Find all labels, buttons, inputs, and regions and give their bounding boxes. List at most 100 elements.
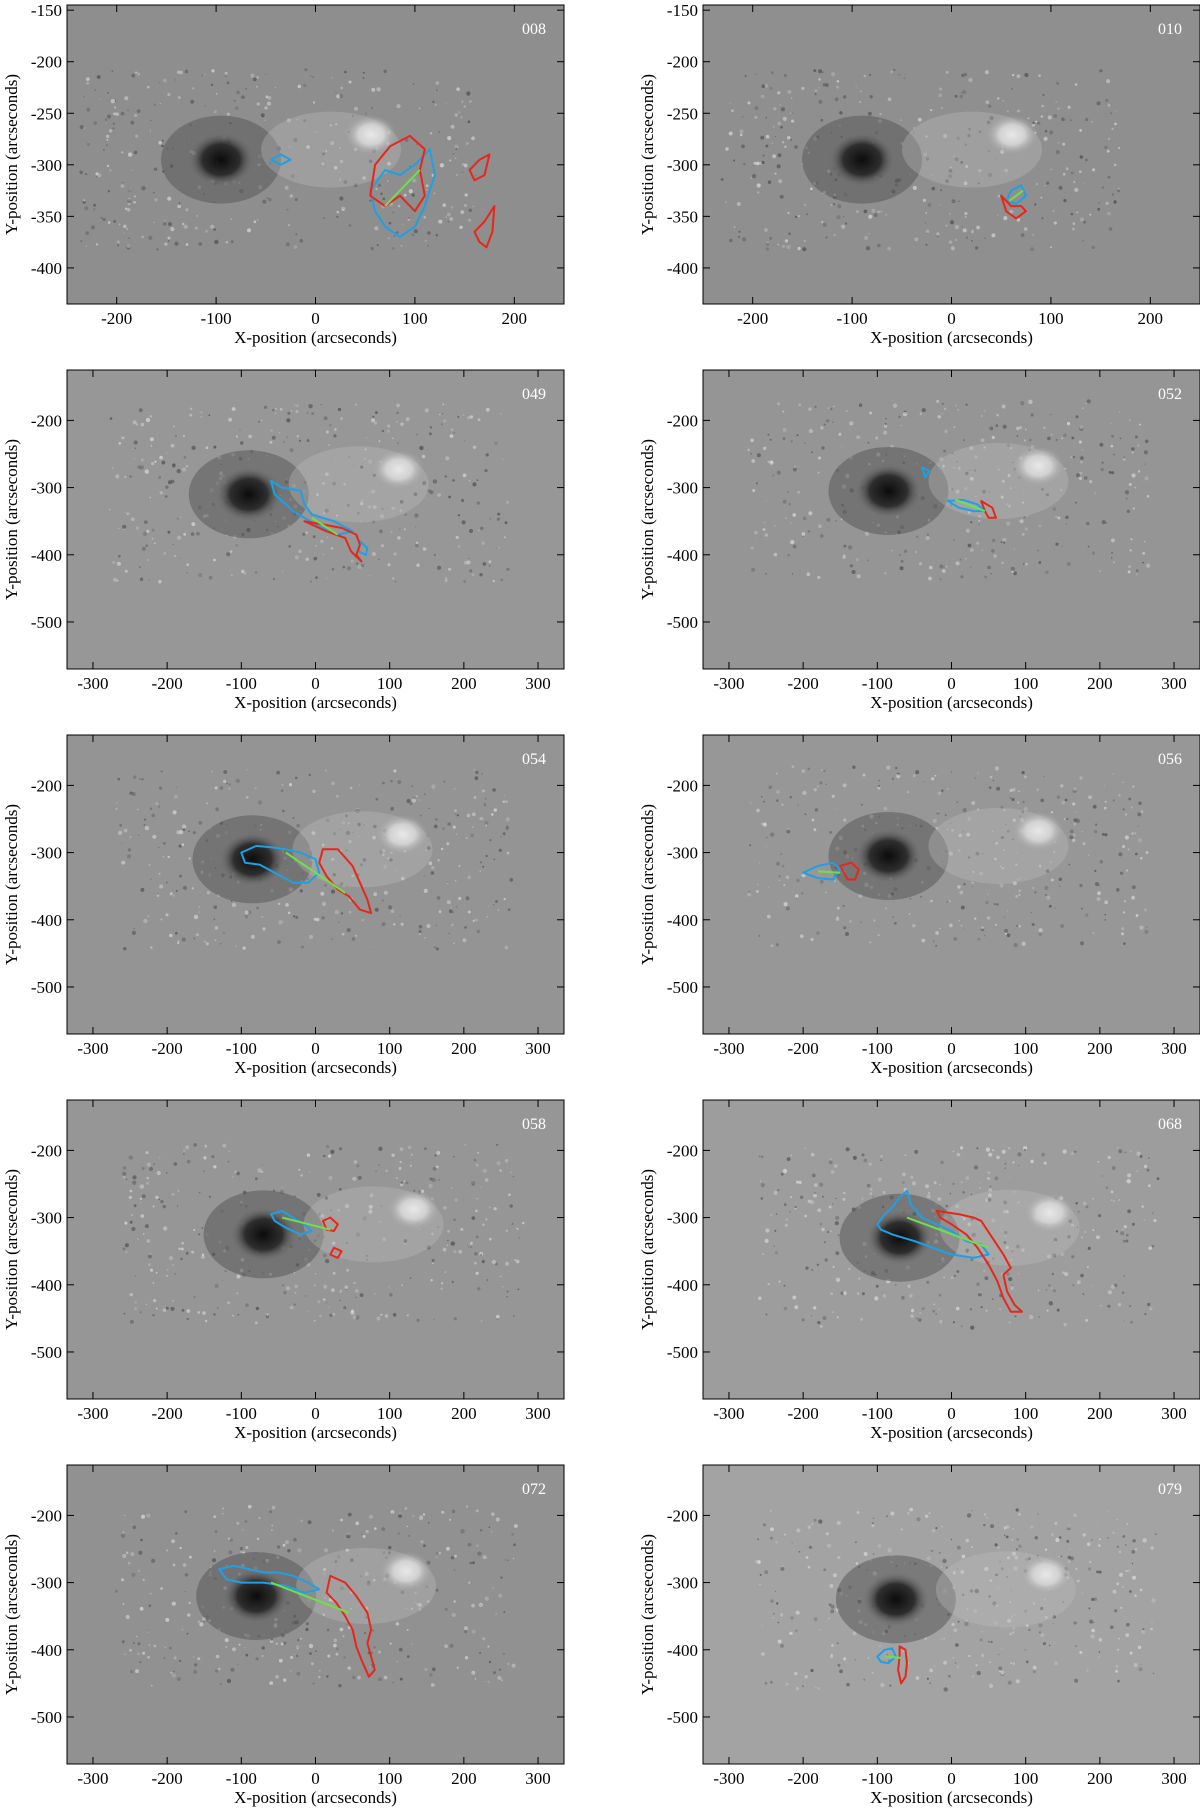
magnetogram-speckle (887, 246, 892, 251)
x-tick-label: 0 (311, 1039, 320, 1058)
magnetogram-speckle (170, 1306, 175, 1311)
magnetogram-speckle (747, 448, 750, 452)
magnetogram-speckle (1124, 490, 1130, 495)
magnetogram-speckle (178, 1247, 181, 1250)
magnetogram-speckle (398, 1167, 402, 1170)
magnetogram-speckle (772, 1612, 775, 1615)
blue-ribbon-contour (876, 1189, 990, 1259)
magnetogram-speckle (433, 1318, 435, 1321)
y-tick-label: -400 (31, 259, 62, 278)
magnetogram-speckle (424, 1667, 428, 1671)
magnetogram-speckle (441, 423, 443, 425)
magnetogram-speckle (205, 446, 209, 450)
magnetogram-speckle (488, 1526, 491, 1528)
magnetogram-speckle (1086, 521, 1090, 526)
magnetogram-speckle (1117, 1648, 1120, 1651)
magnetogram-speckle (142, 1651, 146, 1655)
magnetogram-speckle (990, 1524, 995, 1529)
magnetogram-speckle (502, 832, 506, 836)
magnetogram-speckle (958, 200, 960, 203)
magnetogram-speckle (245, 795, 249, 799)
magnetogram-speckle (1045, 1288, 1048, 1291)
magnetogram-speckle (774, 524, 776, 527)
magnetogram-speckle (450, 907, 452, 909)
magnetogram-speckle (83, 96, 85, 98)
magnetogram-speckle (467, 1542, 472, 1547)
magnetogram-speckle (392, 1682, 394, 1684)
magnetogram-speckle (86, 142, 90, 146)
magnetogram-speckle (505, 1229, 508, 1233)
magnetogram-speckle (895, 766, 898, 770)
magnetogram-speckle (128, 237, 131, 240)
magnetogram-speckle (235, 544, 239, 547)
magnetogram-speckle (965, 403, 968, 406)
magnetogram-speckle (1099, 442, 1104, 447)
magnetogram-speckle (158, 846, 160, 849)
magnetogram-speckle (282, 809, 285, 813)
magnetogram-speckle (446, 1546, 450, 1551)
magnetogram-speckle (127, 202, 131, 206)
magnetogram-speckle (472, 919, 476, 923)
magnetogram-speckle (971, 885, 973, 888)
magnetogram-speckle (1017, 1164, 1020, 1167)
magnetogram-speckle (439, 163, 445, 168)
magnetogram-speckle (404, 1507, 408, 1510)
magnetogram-speckle (327, 1154, 332, 1158)
magnetogram-speckle (103, 149, 105, 151)
magnetogram-speckle (1131, 895, 1135, 900)
magnetogram-speckle (142, 1578, 145, 1581)
magnetogram-speckle (741, 116, 744, 118)
magnetogram-speckle (231, 574, 233, 576)
magnetogram-speckle (971, 1675, 975, 1678)
magnetogram-speckle (1073, 787, 1077, 792)
magnetogram-speckle (863, 74, 866, 78)
magnetogram-speckle (1008, 1277, 1013, 1282)
magnetogram-speckle (213, 918, 216, 921)
magnetogram-speckle (115, 474, 120, 479)
magnetogram-speckle (834, 1221, 839, 1226)
magnetogram-speckle (1043, 426, 1046, 430)
magnetogram-speckle (126, 109, 130, 112)
magnetogram-speckle (231, 407, 236, 411)
magnetogram-speckle (1069, 835, 1074, 840)
magnetogram-speckle (1062, 142, 1066, 146)
magnetogram-speckle (776, 1602, 779, 1605)
magnetogram-speckle (961, 73, 965, 78)
magnetogram-speckle (941, 789, 944, 792)
magnetogram-speckle (801, 892, 804, 895)
magnetogram-speckle (804, 1675, 808, 1679)
magnetogram-speckle (378, 440, 381, 443)
magnetogram-speckle (923, 781, 926, 783)
magnetogram-speckle (935, 944, 938, 947)
magnetogram-speckle (770, 1536, 773, 1540)
magnetogram-speckle (181, 843, 185, 846)
magnetogram-speckle (206, 802, 209, 805)
magnetogram-speckle (361, 499, 363, 502)
y-axis-title: Y-position (arcseconds) (2, 1169, 21, 1330)
magnetogram-speckle (1117, 1679, 1120, 1683)
magnetogram-speckle (781, 141, 785, 144)
magnetogram-speckle (233, 99, 236, 102)
magnetogram-speckle (149, 496, 152, 499)
magnetogram-speckle (1015, 863, 1018, 866)
magnetogram-speckle (155, 1195, 159, 1199)
magnetogram-speckle (160, 1200, 164, 1204)
magnetogram-speckle (244, 910, 249, 915)
magnetogram-speckle (1011, 88, 1013, 90)
magnetogram-speckle (1129, 1150, 1132, 1153)
magnetogram-speckle (188, 857, 191, 860)
magnetogram-speckle (158, 872, 161, 876)
magnetogram-speckle (172, 464, 176, 468)
magnetogram-speckle (462, 938, 467, 943)
magnetogram-speckle (772, 244, 774, 246)
magnetogram-speckle (783, 1533, 786, 1536)
magnetogram-speckle (482, 789, 485, 793)
magnetogram-speckle (832, 1311, 834, 1313)
magnetogram-speckle (471, 573, 475, 577)
magnetogram-speckle (813, 1617, 818, 1622)
magnetogram-speckle (1090, 120, 1093, 123)
magnetogram-speckle (360, 501, 364, 506)
magnetogram-speckle (495, 1262, 498, 1266)
magnetogram-speckle (255, 1657, 259, 1661)
magnetogram-speckle (162, 856, 165, 858)
